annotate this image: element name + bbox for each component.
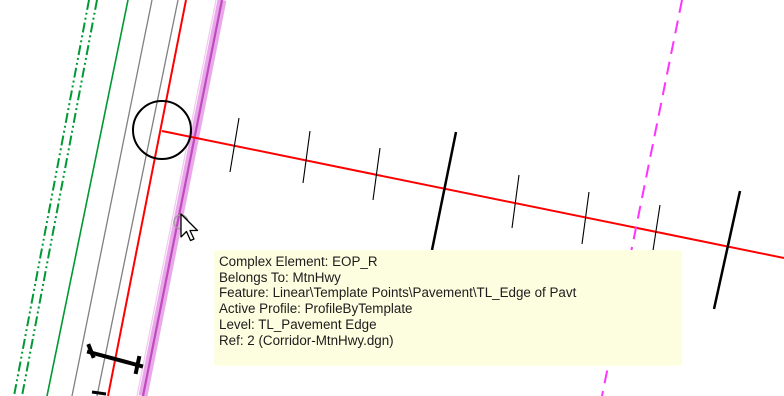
green-dashdot-line-2 xyxy=(21,0,98,396)
station-tick xyxy=(302,130,311,184)
snap-circle-icon xyxy=(132,100,192,160)
station-tick-major xyxy=(712,190,742,310)
red-centerline[interactable] xyxy=(107,0,187,396)
tooltip-level: Level: TL_Pavement Edge xyxy=(219,316,377,332)
bracket-symbol-lower xyxy=(91,390,107,396)
station-tick xyxy=(651,204,661,258)
tooltip-ref: Ref: 2 (Corridor-MtnHwy.dgn) xyxy=(219,332,394,348)
station-tick xyxy=(229,117,240,173)
gray-line-2 xyxy=(96,0,179,396)
bracket-symbol xyxy=(86,343,144,375)
station-ticks xyxy=(229,117,742,310)
green-dashdot-line-1 xyxy=(13,0,90,396)
tooltip-complex-element: Complex Element: EOP_R xyxy=(219,254,378,269)
element-info-tooltip: Complex Element: EOP_R Belongs To: MtnHw… xyxy=(214,250,682,366)
station-tick-major xyxy=(430,131,458,251)
gray-line-1 xyxy=(71,0,153,396)
red-cross-section-line[interactable] xyxy=(161,130,784,259)
green-line xyxy=(46,0,129,396)
tooltip-active-profile: Active Profile: ProfileByTemplate xyxy=(219,301,413,317)
arrow-cursor-icon xyxy=(180,213,199,242)
highlighted-pavement-edge-inner xyxy=(136,0,217,396)
station-tick xyxy=(511,174,520,229)
highlighted-pavement-edge[interactable] xyxy=(141,0,224,396)
station-tick xyxy=(372,147,381,201)
tooltip-belongs-to: Belongs To: MtnHwy xyxy=(219,269,341,285)
tooltip-feature: Feature: Linear\Template Points\Pavement… xyxy=(219,285,577,301)
station-tick xyxy=(581,191,590,245)
